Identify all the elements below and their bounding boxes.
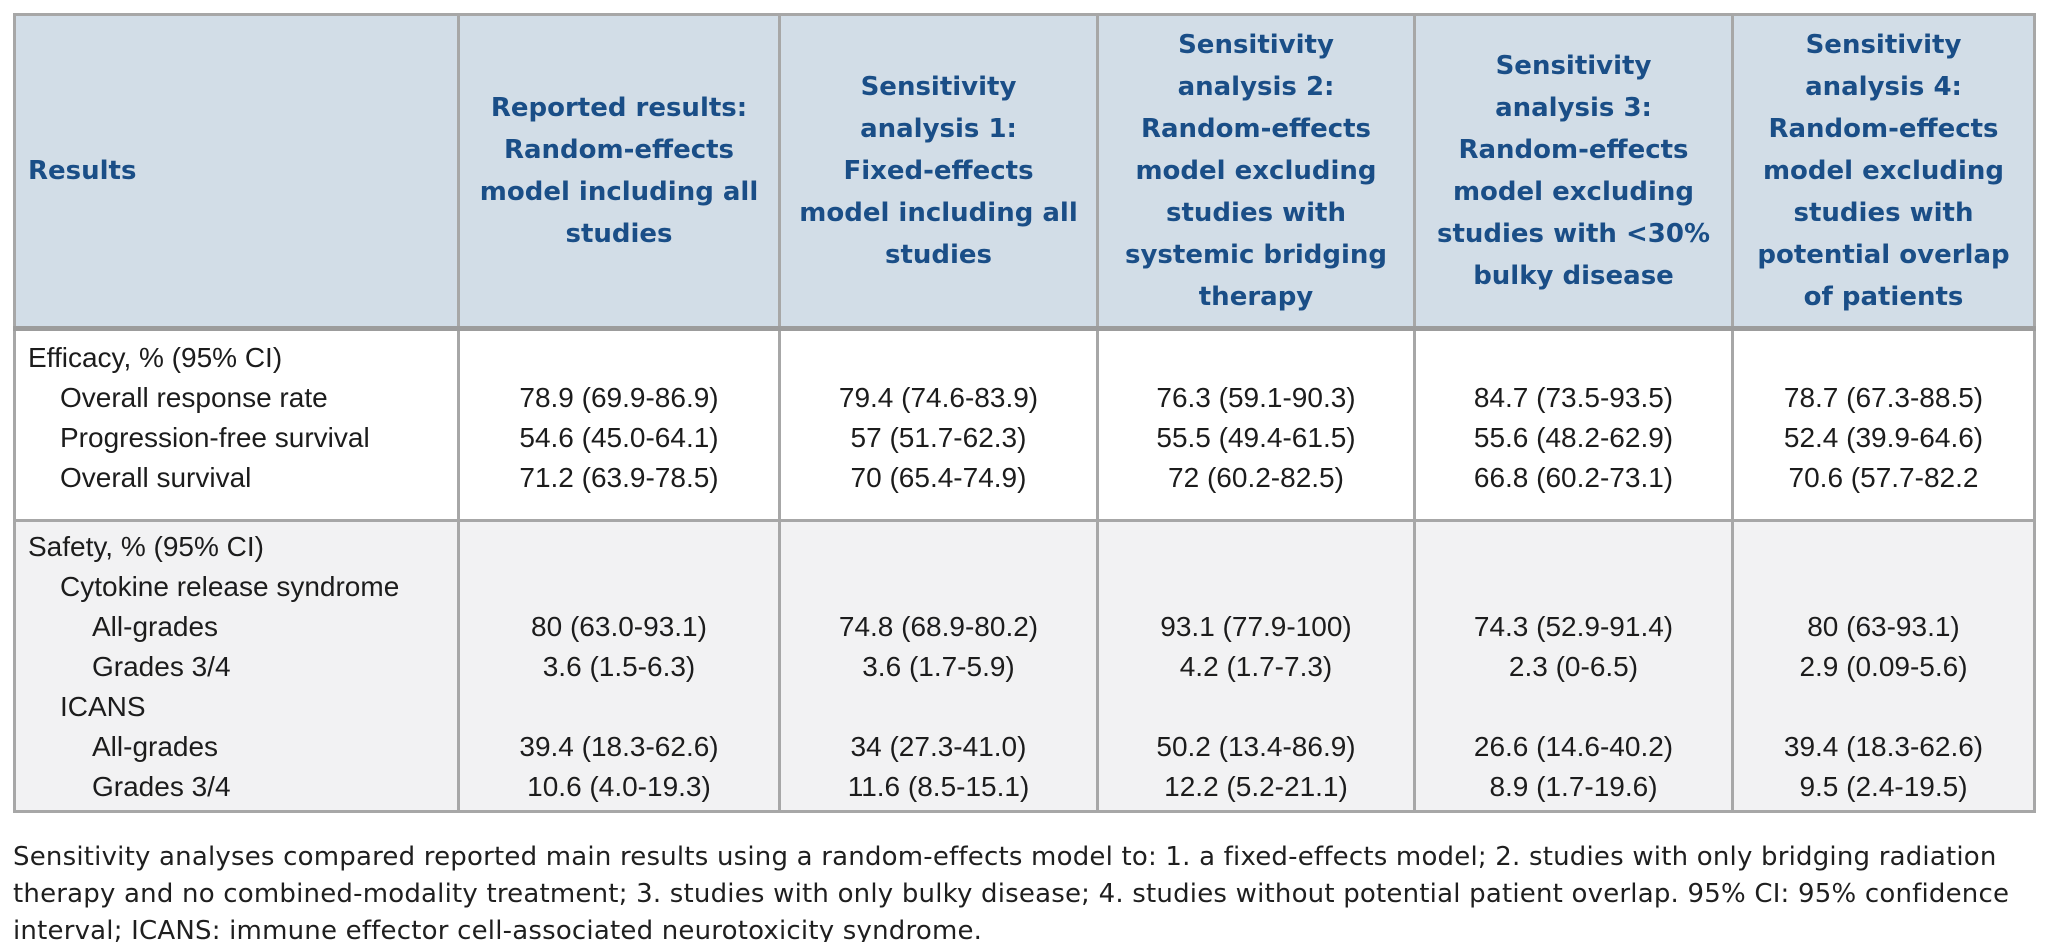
column-header-analysis-3: Sensitivity analysis 2: Random-effects m… (1096, 14, 1415, 331)
cell-value (778, 519, 1098, 567)
cell-value: 54.6 (45.0-64.1) (457, 418, 780, 458)
cell-value: 3.6 (1.7-5.9) (778, 647, 1098, 687)
cell-value (1096, 328, 1415, 378)
cell-value: 70.6 (57.7-82.2 (1731, 458, 2035, 521)
row-label: Efficacy, % (95% CI) (14, 328, 459, 378)
cell-value: 76.3 (59.1-90.3) (1096, 378, 1415, 418)
table-row: Cytokine release syndrome (14, 567, 2035, 607)
cell-value: 39.4 (18.3-62.6) (1731, 727, 2035, 767)
row-label: Progression-free survival (14, 418, 459, 458)
column-header-results: Results (14, 14, 459, 331)
cell-value: 80 (63.0-93.1) (457, 607, 780, 647)
cell-value: 78.7 (67.3-88.5) (1731, 378, 2035, 418)
cell-value: 72 (60.2-82.5) (1096, 458, 1415, 521)
cell-value (457, 687, 780, 727)
table-row: Grades 3/4 10.6 (4.0-19.3) 11.6 (8.5-15.1)… (14, 767, 2035, 812)
table-row: Overall response rate 78.9 (69.9-86.9) 79.… (14, 378, 2035, 418)
cell-value: 55.6 (48.2-62.9) (1413, 418, 1733, 458)
table-row: ICANS (14, 687, 2035, 727)
cell-value (1096, 687, 1415, 727)
table-row: Overall survival 71.2 (63.9-78.5) 70 (65.4… (14, 458, 2035, 521)
table-row: Grades 3/4 3.6 (1.5-6.3) 3.6 (1.7-5.9) 4.2 … (14, 647, 2035, 687)
row-label: All-grades (14, 607, 459, 647)
cell-value: 55.5 (49.4-61.5) (1096, 418, 1415, 458)
cell-value: 26.6 (14.6-40.2) (1413, 727, 1733, 767)
row-label: All-grades (14, 727, 459, 767)
cell-value (1096, 567, 1415, 607)
column-header-analysis-1: Reported results: Random-effects model i… (457, 14, 780, 331)
cell-value: 34 (27.3-41.0) (778, 727, 1098, 767)
table-row: Safety, % (95% CI) (14, 519, 2035, 567)
cell-value: 12.2 (5.2-21.1) (1096, 767, 1415, 812)
cell-value: 74.3 (52.9-91.4) (1413, 607, 1733, 647)
cell-value: 4.2 (1.7-7.3) (1096, 647, 1415, 687)
cell-value: 84.7 (73.5-93.5) (1413, 378, 1733, 418)
column-header-analysis-4: Sensitivity analysis 3: Random-effects m… (1413, 14, 1733, 331)
cell-value: 10.6 (4.0-19.3) (457, 767, 780, 812)
table-row: All-grades 39.4 (18.3-62.6) 34 (27.3-41.0)… (14, 727, 2035, 767)
cell-value (1413, 567, 1733, 607)
cell-value: 8.9 (1.7-19.6) (1413, 767, 1733, 812)
row-label: ICANS (14, 687, 459, 727)
cell-value: 52.4 (39.9-64.6) (1731, 418, 2035, 458)
cell-value (778, 328, 1098, 378)
column-header-analysis-5: Sensitivity analysis 4: Random-effects m… (1731, 14, 2035, 331)
row-label: Cytokine release syndrome (14, 567, 459, 607)
cell-value: 80 (63-93.1) (1731, 607, 2035, 647)
row-label: Overall survival (14, 458, 459, 521)
cell-value: 2.9 (0.09-5.6) (1731, 647, 2035, 687)
cell-value (1413, 687, 1733, 727)
column-header-analysis-2: Sensitivity analysis 1: Fixed-effects mo… (778, 14, 1098, 331)
table-row: Progression-free survival 54.6 (45.0-64.1… (14, 418, 2035, 458)
cell-value: 9.5 (2.4-19.5) (1731, 767, 2035, 812)
row-label: Overall response rate (14, 378, 459, 418)
cell-value (778, 567, 1098, 607)
cell-value (457, 328, 780, 378)
cell-value (1731, 567, 2035, 607)
cell-value: 93.1 (77.9-100) (1096, 607, 1415, 647)
cell-value: 50.2 (13.4-86.9) (1096, 727, 1415, 767)
cell-value (1096, 519, 1415, 567)
cell-value: 39.4 (18.3-62.6) (457, 727, 780, 767)
table-row: All-grades 80 (63.0-93.1) 74.8 (68.9-80.2)… (14, 607, 2035, 647)
cell-value (1413, 519, 1733, 567)
row-label: Grades 3/4 (14, 767, 459, 812)
cell-value (778, 687, 1098, 727)
cell-value: 78.9 (69.9-86.9) (457, 378, 780, 418)
cell-value (1413, 328, 1733, 378)
cell-value: 79.4 (74.6-83.9) (778, 378, 1098, 418)
cell-value: 70 (65.4-74.9) (778, 458, 1098, 521)
cell-value: 71.2 (63.9-78.5) (457, 458, 780, 521)
table-header-row: Results Reported results: Random-effects … (14, 14, 2035, 331)
table-footnote: Sensitivity analyses compared reported m… (13, 842, 2010, 942)
cell-value: 11.6 (8.5-15.1) (778, 767, 1098, 812)
cell-value (1731, 328, 2035, 378)
cell-value (1731, 519, 2035, 567)
cell-value (1731, 687, 2035, 727)
table-row: Efficacy, % (95% CI) (14, 328, 2035, 378)
cell-value (457, 567, 780, 607)
row-label: Grades 3/4 (14, 647, 459, 687)
row-label: Safety, % (95% CI) (14, 519, 459, 567)
cell-value: 3.6 (1.5-6.3) (457, 647, 780, 687)
cell-value: 2.3 (0-6.5) (1413, 647, 1733, 687)
sensitivity-analysis-table: Results Reported results: Random-effects … (13, 13, 2036, 813)
cell-value: 74.8 (68.9-80.2) (778, 607, 1098, 647)
cell-value: 57 (51.7-62.3) (778, 418, 1098, 458)
cell-value (457, 519, 780, 567)
cell-value: 66.8 (60.2-73.1) (1413, 458, 1733, 521)
